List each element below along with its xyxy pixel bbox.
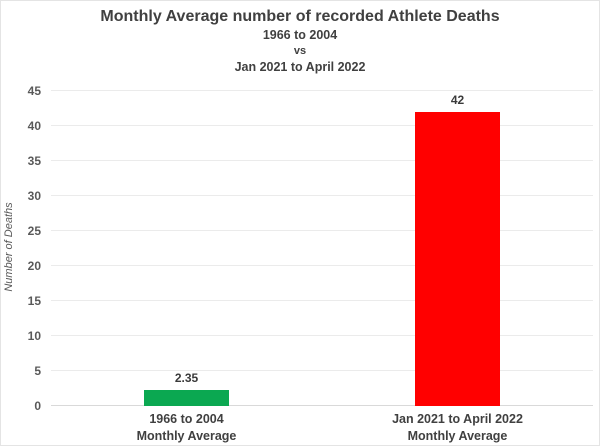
gridline-y-10 (51, 335, 593, 336)
gridline-y-15 (51, 300, 593, 301)
x-category-label-line: Monthly Average (136, 429, 237, 443)
chart-title: Monthly Average number of recorded Athle… (100, 8, 500, 25)
y-tick-label-5: 5 (34, 364, 41, 378)
gridline-y-0 (51, 405, 593, 406)
x-category-label-line: Monthly Average (407, 429, 508, 443)
x-category-label-line: Jan 2021 to April 2022 (392, 412, 523, 426)
gridline-y-45 (51, 90, 593, 91)
gridline-y-5 (51, 370, 593, 371)
chart-subtitle-line2: vs (293, 45, 307, 57)
gridline-y-35 (51, 160, 593, 161)
y-tick-label-15: 15 (27, 294, 41, 308)
y-tick-label-10: 10 (27, 329, 41, 343)
gridline-y-40 (51, 125, 593, 126)
x-category-label: Jan 2021 to April 2022 Monthly Average (348, 411, 568, 445)
y-tick-label-40: 40 (27, 119, 41, 133)
y-tick-label-0: 0 (34, 399, 41, 413)
bar-1966-2004 (144, 389, 229, 406)
bar-value-label: 42 (450, 93, 465, 107)
bar-value-label: 2.35 (174, 370, 199, 385)
gridline-y-30 (51, 195, 593, 196)
plot-area: 0 5 10 15 20 25 30 35 40 45 2.35 42 (28, 85, 593, 412)
x-category-label-line: 1966 to 2004 (149, 412, 224, 426)
gridline-y-25 (51, 230, 593, 231)
chart-subtitle-line3: Jan 2021 to April 2022 (234, 60, 366, 74)
chart-header: Monthly Average number of recorded Athle… (1, 7, 599, 76)
y-tick-label-30: 30 (27, 189, 41, 203)
y-tick-label-45: 45 (27, 84, 41, 98)
y-tick-label-20: 20 (27, 259, 41, 273)
bar-2021-2022 (415, 112, 500, 406)
y-tick-label-35: 35 (27, 154, 41, 168)
x-category-label: 1966 to 2004 Monthly Average (77, 411, 297, 445)
chart-subtitle-line1: 1966 to 2004 (262, 28, 338, 42)
gridline-y-20 (51, 265, 593, 266)
y-tick-label-25: 25 (27, 224, 41, 238)
